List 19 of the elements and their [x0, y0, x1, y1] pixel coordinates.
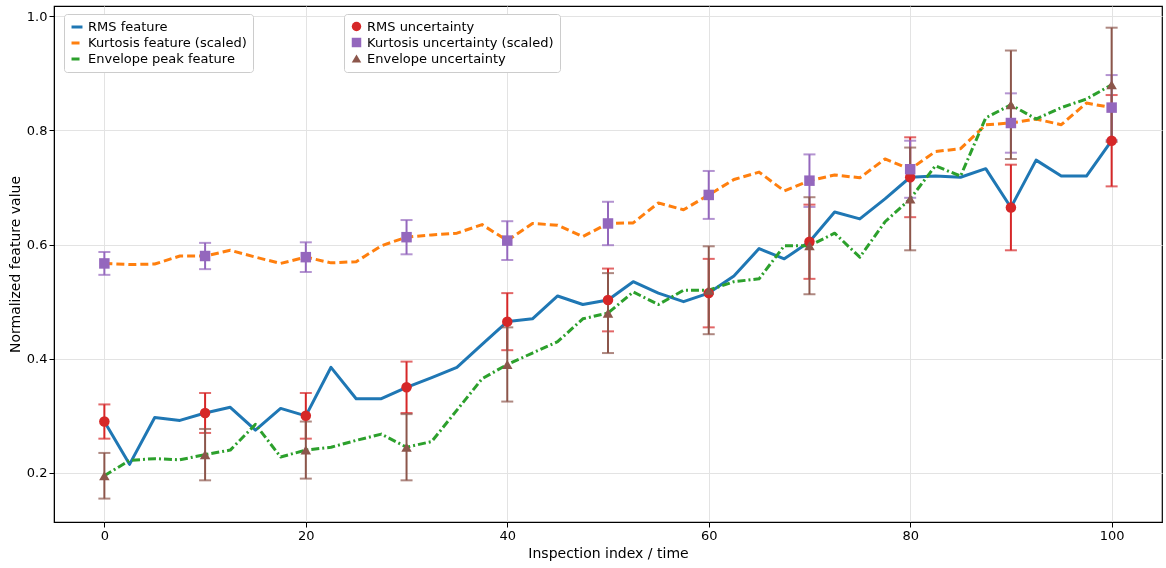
x-tick-label: 100 — [1099, 527, 1125, 543]
x-tick-label: 0 — [100, 527, 109, 543]
x-tick-label: 60 — [700, 527, 718, 543]
y-tick-label: 0.8 — [26, 122, 48, 138]
x-tick-label: 20 — [298, 527, 315, 543]
legend-label: Kurtosis uncertainty (scaled) — [367, 34, 554, 50]
x-axis-title: Inspection index / time — [528, 544, 689, 561]
legend-label: RMS uncertainty — [367, 18, 475, 34]
y-tick-label: 1.0 — [26, 8, 48, 24]
legend-label: Envelope peak feature — [88, 51, 235, 66]
legend-label: Kurtosis feature (scaled) — [88, 35, 247, 50]
y-tick-label: 0.2 — [26, 465, 48, 481]
y-axis-title: Normalized feature value — [6, 175, 23, 354]
y-tick-label: 0.6 — [26, 237, 48, 253]
x-tick-label: 80 — [902, 527, 919, 543]
x-tick-label: 40 — [499, 527, 517, 543]
legend-label: Envelope uncertainty — [367, 50, 507, 66]
y-tick-label: 0.4 — [26, 351, 48, 367]
legend-label: RMS feature — [88, 19, 168, 34]
